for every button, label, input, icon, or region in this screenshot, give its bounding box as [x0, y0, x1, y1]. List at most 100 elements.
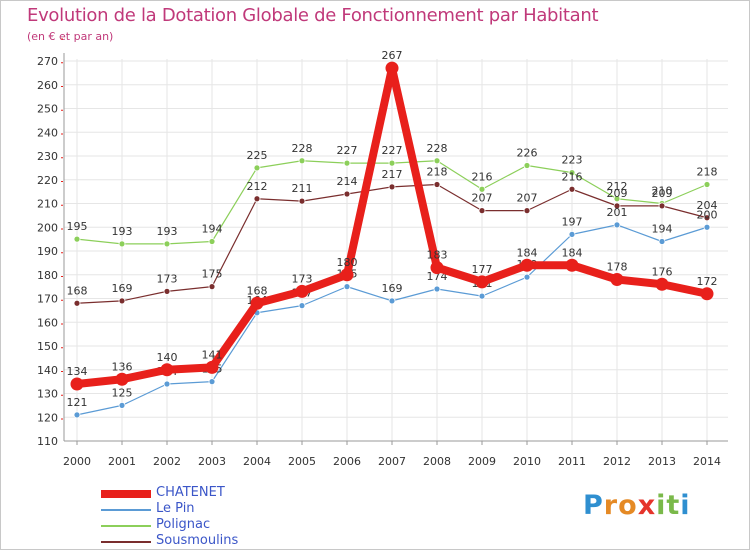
data-point-sousmoulins [658, 202, 666, 210]
x-tick-label: 2006 [333, 455, 361, 468]
data-point-le-pin [568, 230, 576, 238]
y-tick-label: 120 [37, 411, 58, 424]
data-point-chatenet [700, 287, 714, 301]
y-tick-label: 230 [37, 150, 58, 163]
legend-swatch [101, 490, 151, 498]
data-label-chatenet: 168 [247, 284, 268, 297]
data-label-chatenet: 184 [562, 246, 583, 259]
data-label-polignac: 223 [562, 154, 583, 167]
y-tick-label: 260 [37, 79, 58, 92]
data-label-polignac: 226 [517, 147, 538, 160]
data-label-sousmoulins: 168 [67, 284, 88, 297]
data-label-chatenet: 140 [157, 351, 178, 364]
data-point-sousmoulins [703, 214, 711, 222]
x-tick-label: 2009 [468, 455, 496, 468]
y-tick-label: 220 [37, 174, 58, 187]
y-tick-label: 150 [37, 340, 58, 353]
data-point-sousmoulins [73, 299, 81, 307]
data-point-sousmoulins [253, 195, 261, 203]
data-point-polignac [163, 240, 171, 248]
y-tick-label: 130 [37, 388, 58, 401]
data-point-le-pin [118, 401, 126, 409]
y-tick-label: 200 [37, 221, 58, 234]
data-label-sousmoulins: 209 [607, 187, 628, 200]
data-label-sousmoulins: 175 [202, 268, 223, 281]
data-label-chatenet: 180 [337, 256, 358, 269]
data-point-chatenet [430, 261, 444, 275]
y-tick-label: 190 [37, 245, 58, 258]
legend-swatch [101, 525, 151, 527]
data-point-le-pin [73, 411, 81, 419]
data-point-polignac [253, 164, 261, 172]
y-tick-label: 160 [37, 316, 58, 329]
logo-letter: i [656, 490, 667, 521]
data-point-chatenet [520, 258, 534, 272]
data-label-polignac: 227 [382, 144, 403, 157]
y-tick-label: 270 [37, 55, 58, 68]
logo-letter: o [618, 490, 638, 521]
data-point-le-pin [343, 283, 351, 291]
data-label-chatenet: 267 [382, 49, 403, 62]
data-point-le-pin [208, 378, 216, 386]
data-point-chatenet [655, 277, 669, 291]
data-label-sousmoulins: 217 [382, 168, 403, 181]
data-label-polignac: 210 [652, 185, 673, 198]
data-point-sousmoulins [208, 283, 216, 291]
legend-label: Le Pin [156, 501, 195, 516]
data-label-chatenet: 178 [607, 261, 628, 274]
data-point-chatenet [385, 61, 399, 75]
data-label-sousmoulins: 204 [697, 199, 718, 212]
data-point-sousmoulins [118, 297, 126, 305]
data-point-polignac [433, 157, 441, 165]
data-label-polignac: 225 [247, 149, 268, 162]
data-label-sousmoulins: 207 [517, 192, 538, 205]
data-point-polignac [613, 195, 621, 203]
x-tick-label: 2010 [513, 455, 541, 468]
logo-letter: x [637, 490, 657, 521]
proxiti-logo: Proxiti [583, 490, 691, 521]
data-label-sousmoulins: 212 [247, 180, 268, 193]
data-point-chatenet [475, 275, 489, 289]
legend-label: Polignac [156, 517, 211, 532]
x-tick-label: 2007 [378, 455, 406, 468]
data-label-polignac: 193 [157, 225, 178, 238]
data-point-sousmoulins [163, 287, 171, 295]
data-label-chatenet: 141 [202, 348, 223, 361]
data-point-chatenet [115, 372, 129, 386]
data-label-chatenet: 184 [517, 246, 538, 259]
data-label-le-pin: 194 [652, 223, 673, 236]
data-label-chatenet: 134 [67, 365, 88, 378]
data-label-sousmoulins: 216 [562, 170, 583, 183]
y-tick-label: 180 [37, 269, 58, 282]
data-label-chatenet: 177 [472, 263, 493, 276]
y-tick-label: 240 [37, 126, 58, 139]
data-label-polignac: 227 [337, 144, 358, 157]
data-label-polignac: 195 [67, 220, 88, 233]
data-point-le-pin [433, 285, 441, 293]
data-point-le-pin [478, 292, 486, 300]
data-label-chatenet: 176 [652, 265, 673, 278]
x-tick-label: 2008 [423, 455, 451, 468]
data-point-le-pin [163, 380, 171, 388]
data-point-le-pin [703, 223, 711, 231]
data-point-polignac [388, 159, 396, 167]
data-point-polignac [73, 235, 81, 243]
x-tick-label: 2004 [243, 455, 271, 468]
data-label-le-pin: 121 [67, 396, 88, 409]
x-tick-label: 2001 [108, 455, 136, 468]
data-point-chatenet [250, 296, 264, 310]
chart-subtitle: (en € et par an) [27, 30, 114, 43]
x-tick-label: 2005 [288, 455, 316, 468]
data-label-polignac: 216 [472, 170, 493, 183]
data-label-polignac: 228 [427, 142, 448, 155]
logo-letter: i [680, 490, 691, 521]
data-label-chatenet: 183 [427, 249, 448, 262]
data-label-le-pin: 200 [697, 208, 718, 221]
plot-area [64, 59, 728, 441]
y-tick-label: 140 [37, 364, 58, 377]
data-point-chatenet [610, 273, 624, 286]
x-tick-label: 2000 [63, 455, 91, 468]
chart-title: Evolution de la Dotation Globale de Fonc… [27, 5, 599, 26]
